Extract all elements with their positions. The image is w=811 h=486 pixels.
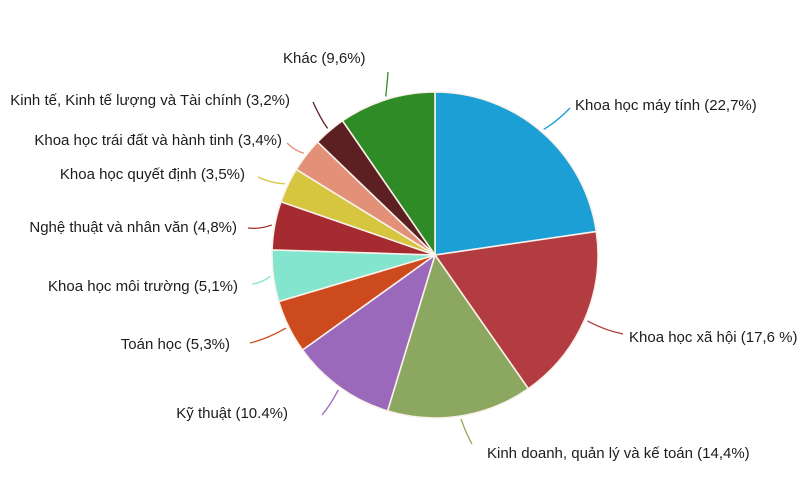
slice-label-2: Kinh doanh, quản lý và kế toán (14,4%) [487,445,750,462]
slice-label-4: Toán học (5,3%) [120,336,230,353]
pie-slice-3 [301,254,436,412]
pie-slice-0 [434,91,598,256]
pie-slice-10 [341,91,436,256]
leader-line-10 [385,71,389,97]
slice-label-0: Khoa học máy tính (22,7%) [575,97,757,114]
leader-line-8 [286,142,304,154]
slice-label-1: Khoa học xã hội (17,6 %) [629,329,798,346]
slice-label-6: Nghệ thuật và nhân văn (4,8%) [29,219,237,236]
leader-line-7 [257,176,286,185]
leader-line-9 [312,101,329,129]
leader-line-5 [251,275,271,285]
leader-line-1 [587,320,624,335]
pie-slice-1 [434,230,599,390]
leader-line-0 [543,107,571,131]
leader-line-6 [247,224,272,230]
slice-label-10: Khác (9,6%) [283,50,366,67]
leader-line-2 [460,418,473,445]
leader-line-4 [249,327,287,344]
slice-label-3: Kỹ thuật (10.4%) [176,405,288,422]
slice-label-9: Kinh tế, Kinh tế lượng và Tài chính (3,2… [10,92,290,109]
slice-label-7: Khoa học quyết định (3,5%) [59,166,245,183]
slice-label-8: Khoa học trái đất và hành tinh (3,4%) [34,132,282,149]
leader-line-3 [321,389,339,416]
slice-label-5: Khoa học môi trường (5,1%) [48,278,238,295]
